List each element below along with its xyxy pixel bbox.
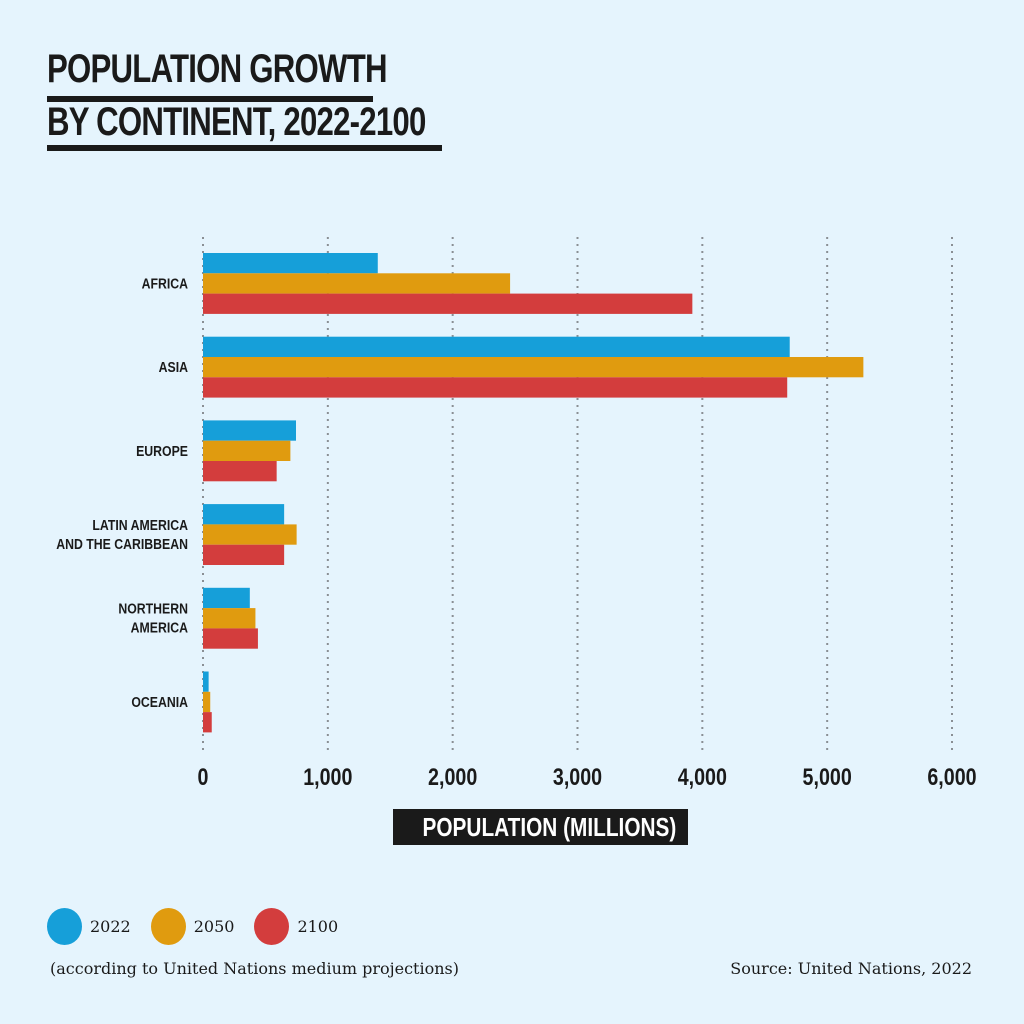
- x-tick-label: 3,000: [553, 763, 602, 790]
- category-label: AFRICA: [142, 275, 189, 291]
- bar-2100: [203, 293, 693, 314]
- bar-2100: [203, 377, 788, 398]
- bar-2050: [203, 357, 864, 378]
- bar-2050: [203, 440, 291, 461]
- category-label: OCEANIA: [131, 694, 188, 710]
- category-label: AND THE CARIBBEAN: [56, 536, 188, 552]
- legend-swatch: [150, 908, 186, 945]
- x-tick-label: 5,000: [803, 763, 852, 790]
- bar-2100: [203, 461, 277, 482]
- bar-2050: [203, 691, 211, 713]
- legend: 2022 2050 2100: [47, 908, 358, 945]
- bar-2050: [203, 273, 511, 294]
- title-underline: [47, 145, 442, 151]
- chart-title-line-1: POPULATION GROWTH: [47, 47, 388, 91]
- projection-note: (according to United Nations medium proj…: [50, 959, 459, 978]
- bar-chart: 0 1,000 2,000 3,000 4,000 5,000 6,000 AFRICA ASI…: [56, 237, 977, 790]
- title-underline: [47, 96, 373, 102]
- bar-2022: [203, 587, 250, 609]
- bar-2022: [203, 420, 297, 441]
- x-axis-label-background: [393, 809, 688, 845]
- x-tick-label: 4,000: [678, 763, 727, 790]
- bar-2022: [203, 336, 790, 357]
- legend-label: 2050: [193, 917, 235, 936]
- bar-2022: [203, 253, 378, 274]
- bar-2050: [203, 608, 256, 629]
- category-label: EUROPE: [136, 443, 188, 459]
- legend-swatch: [47, 908, 82, 945]
- source-note: Source: United Nations, 2022: [730, 959, 972, 978]
- legend-item-2022: 2022: [47, 908, 131, 945]
- chart-title-line-2: BY CONTINENT, 2022-2100: [47, 100, 426, 144]
- category-label: LATIN AMERICA: [92, 517, 188, 533]
- legend-label: 2022: [90, 917, 131, 936]
- legend-item-2050: 2050: [150, 908, 235, 945]
- category-label: ASIA: [159, 359, 188, 375]
- x-axis-label: POPULATION (MILLIONS): [422, 812, 677, 842]
- x-tick-label: 1,000: [303, 763, 352, 790]
- category-label: NORTHERN: [118, 601, 188, 617]
- bar-2022: [203, 504, 285, 525]
- bar-2100: [203, 544, 285, 565]
- legend-label: 2100: [297, 917, 339, 936]
- bar-2100: [203, 712, 212, 733]
- x-tick-label: 2,000: [428, 763, 477, 790]
- legend-item-2100: 2100: [254, 908, 338, 945]
- bar-2100: [203, 628, 258, 649]
- category-label: AMERICA: [131, 620, 188, 636]
- x-tick-label: 0: [198, 763, 209, 790]
- bar-2050: [203, 524, 297, 545]
- legend-swatch: [254, 908, 290, 945]
- bar-2022: [203, 671, 209, 692]
- x-tick-label: 6,000: [927, 763, 976, 790]
